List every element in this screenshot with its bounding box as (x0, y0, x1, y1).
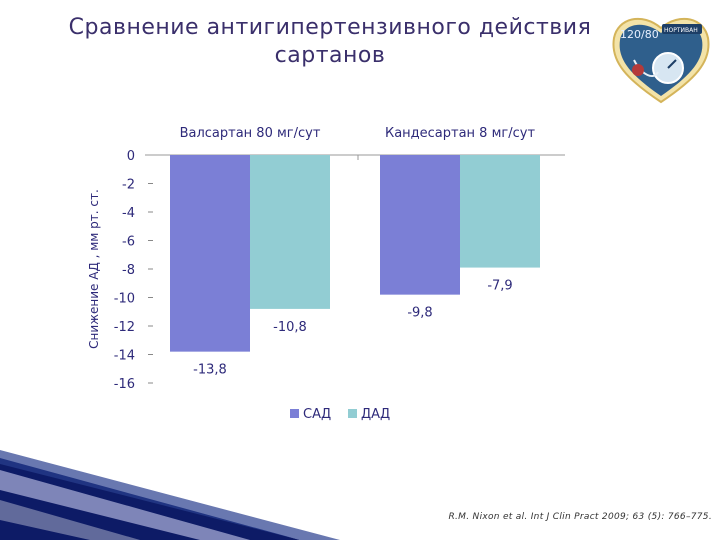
bar-САД (170, 155, 250, 352)
legend-label: САД (303, 407, 331, 422)
bar-ДАД (460, 155, 540, 268)
y-tick-label: -10 (114, 292, 135, 307)
data-label: -13,8 (193, 363, 227, 378)
citation: R.M. Nixon et al. Int J Clin Pract 2009;… (448, 512, 712, 522)
data-label: -9,8 (407, 306, 432, 321)
y-tick-label: -16 (114, 377, 135, 392)
slide-title-text: Сравнение антигипертензивного действия с… (68, 15, 592, 68)
category-label: Валсартан 80 мг/сут (180, 126, 321, 141)
y-tick-label: -4 (122, 206, 135, 221)
y-tick-label: -14 (114, 349, 135, 364)
logo-brand: НОРТИВАН (664, 27, 698, 34)
y-tick-label: -6 (122, 235, 135, 250)
legend-swatch (348, 409, 357, 418)
y-tick-label: -12 (114, 320, 135, 335)
decorative-stripes (0, 450, 340, 540)
y-axis-title: Снижение АД , мм рт. ст. (87, 189, 101, 349)
category-label: Кандесартан 8 мг/сут (385, 126, 535, 141)
y-tick-label: -2 (122, 178, 135, 193)
nortivan-logo: 120/80 НОРТИВАН (612, 18, 710, 104)
data-label: -10,8 (273, 320, 307, 335)
bar-ДАД (250, 155, 330, 309)
data-label: -7,9 (487, 279, 512, 294)
slide-title: Сравнение антигипертензивного действия с… (60, 14, 600, 70)
bar-САД (380, 155, 460, 295)
logo-reading: 120/80 (620, 28, 659, 41)
legend-label: ДАД (361, 407, 390, 422)
y-tick-label: 0 (127, 149, 135, 164)
legend-swatch (290, 409, 299, 418)
y-tick-label: -8 (122, 263, 135, 278)
